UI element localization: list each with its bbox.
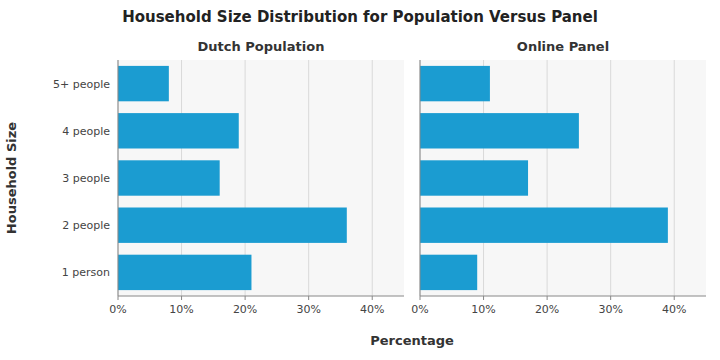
bar [118, 255, 251, 290]
x-axis-label: Percentage [370, 333, 454, 348]
bar [118, 113, 239, 148]
x-tick-label: 20% [233, 303, 257, 316]
tick-mark [547, 296, 548, 300]
tick-mark [245, 296, 246, 300]
bar [420, 66, 490, 101]
grid-line [547, 60, 548, 296]
x-tick-label: 0% [411, 303, 428, 316]
y-tick-label: 5+ people [53, 78, 110, 91]
grid-line [610, 60, 611, 296]
bar [420, 160, 528, 195]
tick-mark [308, 296, 309, 300]
y-axis-line [420, 60, 421, 296]
grid-line [118, 60, 119, 296]
bar [118, 160, 220, 195]
y-axis-label: Household Size [4, 122, 19, 234]
panel: Online Panel 0% 10% 20% 30% 40% [411, 39, 706, 316]
bar [420, 113, 579, 148]
grid-line [420, 60, 421, 296]
y-tick-label: 2 people [62, 219, 110, 232]
grid-line [308, 60, 309, 296]
bars [118, 66, 347, 290]
x-axis-line [420, 296, 706, 297]
x-tick-label: 40% [662, 303, 686, 316]
tick-mark [483, 296, 484, 300]
subplot-title: Online Panel [517, 39, 609, 54]
bar [118, 66, 169, 101]
y-tick-label: 3 people [62, 172, 110, 185]
plot-background [118, 60, 404, 296]
subplot-title: Dutch Population [198, 39, 325, 54]
tick-mark [420, 296, 421, 300]
x-tick-label: 10% [471, 303, 495, 316]
grid-line [372, 60, 373, 296]
chart-svg: Household Size Distribution for Populati… [0, 0, 720, 360]
x-tick-label: 10% [169, 303, 193, 316]
x-tick-label: 40% [360, 303, 384, 316]
y-axis-line [118, 60, 119, 296]
tick-mark [372, 296, 373, 300]
x-tick-label: 20% [535, 303, 559, 316]
tick-mark [610, 296, 611, 300]
x-tick-label: 30% [598, 303, 622, 316]
y-tick-label: 4 people [62, 125, 110, 138]
x-axis-line [118, 296, 404, 297]
chart-title: Household Size Distribution for Populati… [122, 8, 598, 26]
panel: Dutch Population 0% 10% 20% 30% 40% 1 person 2 … [53, 39, 404, 316]
bar [118, 208, 347, 243]
grid-line [674, 60, 675, 296]
x-tick-label: 0% [109, 303, 126, 316]
tick-mark [674, 296, 675, 300]
tick-mark [181, 296, 182, 300]
bar [420, 208, 668, 243]
chart-container: Household Size Distribution for Populati… [0, 0, 720, 360]
bars [420, 66, 668, 290]
bar [420, 255, 477, 290]
tick-mark [118, 296, 119, 300]
plot-background [420, 60, 706, 296]
y-tick-label: 1 person [62, 266, 110, 279]
x-tick-label: 30% [296, 303, 320, 316]
